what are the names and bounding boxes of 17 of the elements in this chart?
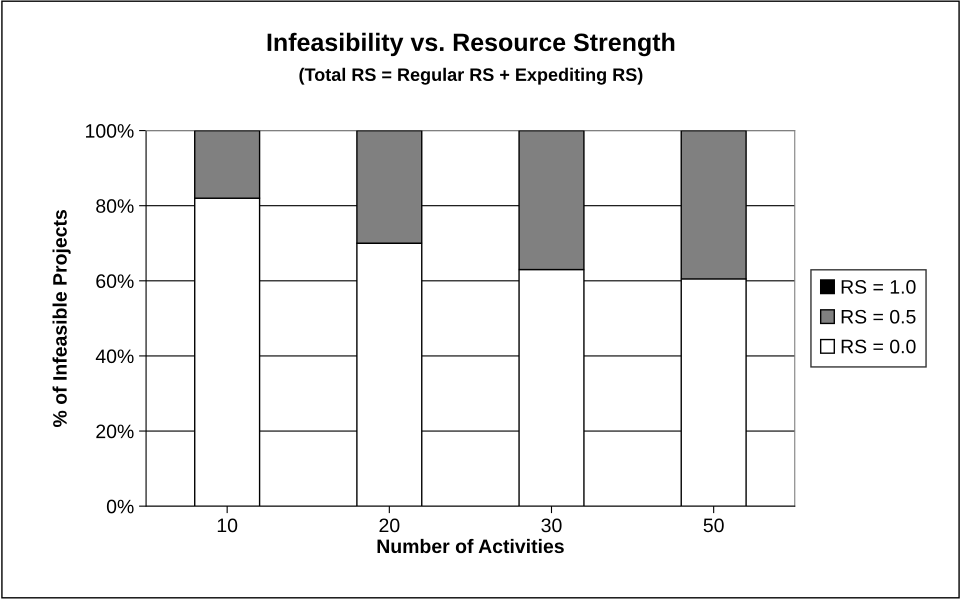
- y-tick-label: 0%: [106, 500, 134, 514]
- y-tick-label: 40%: [96, 349, 134, 364]
- legend-label: RS = 0.0: [842, 340, 916, 354]
- x-tick-label: 10: [218, 518, 238, 532]
- legend-label: RS = 0.5: [842, 310, 916, 324]
- x-tick-label: 20: [379, 518, 400, 532]
- y-tick-label: 80%: [96, 199, 134, 213]
- x-tick-label: 50: [704, 518, 724, 532]
- chart-title: Infeasibility vs. Resource Strength: [268, 32, 674, 56]
- chart-subtitle: (Total RS = Regular RS + Expediting RS): [299, 68, 642, 85]
- legend-label: RS = 1.0: [842, 280, 916, 294]
- y-axis-title: % of Infeasible Projects: [52, 210, 71, 428]
- x-tick-label: 30: [541, 518, 562, 532]
- y-tick-label: 100%: [86, 124, 134, 138]
- x-axis-title: Number of Activities: [378, 538, 564, 554]
- y-tick-label: 60%: [96, 274, 134, 288]
- y-tick-label: 20%: [96, 424, 134, 438]
